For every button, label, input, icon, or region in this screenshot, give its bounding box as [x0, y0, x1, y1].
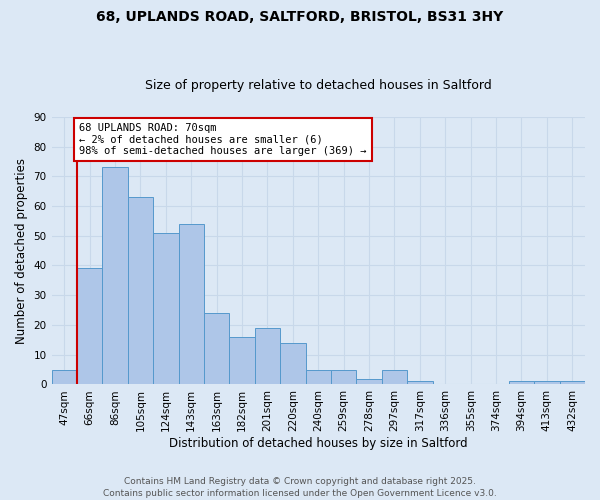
- Bar: [331, 370, 356, 384]
- Text: Contains HM Land Registry data © Crown copyright and database right 2025.
Contai: Contains HM Land Registry data © Crown c…: [103, 476, 497, 498]
- Bar: [509, 382, 534, 384]
- Bar: [255, 328, 280, 384]
- X-axis label: Distribution of detached houses by size in Saltford: Distribution of detached houses by size …: [169, 437, 467, 450]
- Bar: [179, 224, 204, 384]
- Bar: [153, 233, 179, 384]
- Bar: [560, 382, 585, 384]
- Bar: [52, 370, 77, 384]
- Title: Size of property relative to detached houses in Saltford: Size of property relative to detached ho…: [145, 79, 491, 92]
- Text: 68, UPLANDS ROAD, SALTFORD, BRISTOL, BS31 3HY: 68, UPLANDS ROAD, SALTFORD, BRISTOL, BS3…: [97, 10, 503, 24]
- Bar: [407, 382, 433, 384]
- Bar: [305, 370, 331, 384]
- Bar: [534, 382, 560, 384]
- Bar: [356, 378, 382, 384]
- Bar: [382, 370, 407, 384]
- Bar: [128, 197, 153, 384]
- Bar: [229, 337, 255, 384]
- Text: 68 UPLANDS ROAD: 70sqm
← 2% of detached houses are smaller (6)
98% of semi-detac: 68 UPLANDS ROAD: 70sqm ← 2% of detached …: [79, 122, 367, 156]
- Bar: [280, 343, 305, 384]
- Bar: [204, 313, 229, 384]
- Bar: [77, 268, 103, 384]
- Bar: [103, 168, 128, 384]
- Y-axis label: Number of detached properties: Number of detached properties: [15, 158, 28, 344]
